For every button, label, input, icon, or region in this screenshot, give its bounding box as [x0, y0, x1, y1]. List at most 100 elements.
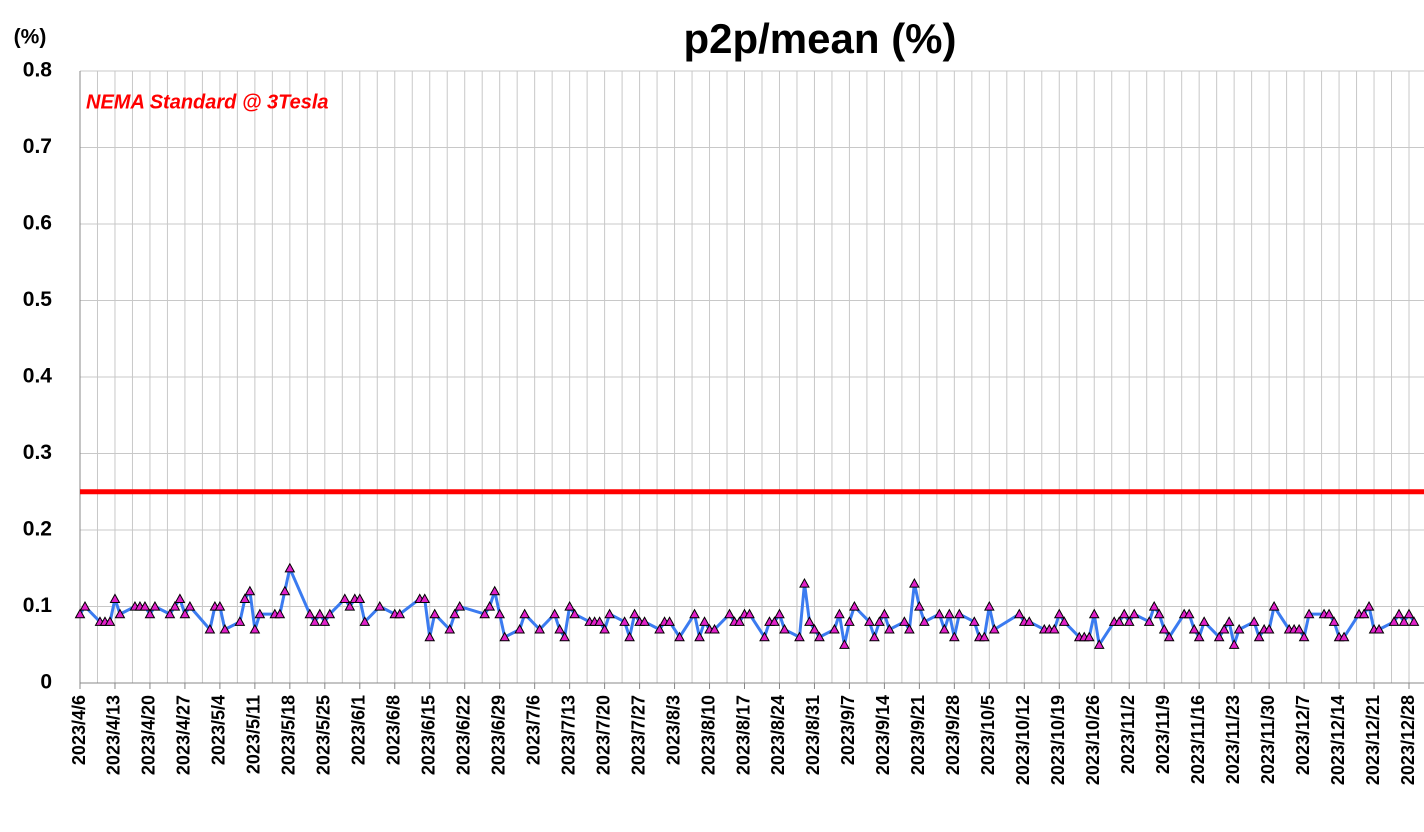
data-marker: [919, 616, 930, 626]
data-marker: [619, 616, 630, 626]
x-tick-label: 2023/9/14: [873, 695, 893, 775]
data-marker: [564, 600, 575, 611]
data-marker: [149, 600, 161, 611]
data-marker: [1303, 608, 1315, 619]
data-marker: [1123, 616, 1135, 626]
data-marker: [1248, 616, 1260, 626]
x-tick-label: 2023/8/3: [663, 695, 683, 765]
data-marker: [844, 616, 855, 626]
data-marker: [1158, 623, 1170, 634]
data-marker: [769, 616, 780, 626]
data-marker: [1218, 623, 1230, 634]
data-marker: [1373, 623, 1385, 634]
data-marker: [429, 608, 441, 619]
data-marker: [559, 631, 570, 642]
x-tick-label: 2023/8/17: [733, 695, 753, 775]
x-tick-label: 2023/6/8: [384, 695, 404, 765]
data-marker: [1083, 631, 1095, 642]
data-marker: [1198, 616, 1210, 626]
data-marker: [1163, 631, 1175, 642]
data-marker: [639, 616, 650, 626]
y-tick-label: 0.1: [23, 594, 53, 617]
data-marker: [489, 585, 501, 596]
data-marker: [304, 608, 316, 619]
data-marker: [814, 631, 825, 642]
x-tick-label: 2023/7/27: [628, 695, 648, 775]
data-marker: [1268, 600, 1280, 611]
data-marker: [114, 608, 126, 619]
data-marker: [144, 608, 156, 619]
x-tick-label: 2023/10/19: [1048, 695, 1068, 785]
data-marker: [1153, 608, 1165, 619]
x-tick-label: 2023/12/28: [1398, 695, 1418, 785]
data-marker: [234, 616, 246, 626]
x-tick-label: 2023/11/16: [1188, 695, 1208, 784]
x-tick-label: 2023/9/28: [943, 695, 963, 775]
data-marker: [444, 623, 456, 634]
x-tick-label: 2023/11/30: [1258, 695, 1278, 784]
x-tick-label: 2023/9/7: [838, 695, 858, 765]
x-tick-label: 2023/5/11: [244, 695, 264, 774]
data-marker: [744, 608, 755, 619]
data-marker: [1088, 608, 1100, 619]
x-tick-label: 2023/12/7: [1293, 695, 1313, 775]
data-marker: [809, 623, 820, 634]
data-marker: [779, 623, 790, 634]
y-tick-label: 0: [40, 671, 52, 694]
x-tick-label: 2023/7/20: [593, 695, 613, 775]
data-marker: [869, 631, 880, 642]
data-marker: [1213, 631, 1225, 642]
data-marker: [1298, 631, 1310, 642]
data-marker: [1228, 639, 1240, 649]
data-marker: [734, 616, 745, 626]
data-marker: [324, 608, 336, 619]
data-marker: [174, 593, 186, 603]
data-marker: [864, 616, 875, 626]
data-marker: [939, 623, 950, 634]
data-marker: [1143, 616, 1155, 626]
data-marker: [309, 616, 321, 626]
data-marker: [874, 616, 885, 626]
data-marker: [804, 616, 815, 626]
data-marker: [1058, 616, 1070, 626]
x-tick-label: 2023/4/13: [104, 695, 124, 775]
data-marker: [624, 631, 635, 642]
data-marker: [79, 600, 91, 611]
x-tick-label: 2023/4/20: [139, 695, 159, 775]
data-marker: [534, 623, 546, 634]
data-marker: [344, 600, 356, 611]
data-marker: [849, 600, 860, 611]
data-marker: [1128, 608, 1140, 619]
data-marker: [514, 623, 526, 634]
data-marker: [569, 608, 580, 619]
x-tick-label: 2023/10/26: [1083, 695, 1103, 785]
data-marker: [1013, 608, 1025, 619]
data-marker: [983, 600, 995, 611]
data-marker: [169, 600, 181, 611]
data-marker: [1188, 623, 1200, 634]
y-tick-label: 0.6: [23, 212, 52, 235]
data-marker: [1113, 616, 1125, 626]
data-marker: [239, 593, 251, 603]
data-marker: [339, 593, 351, 603]
data-marker: [74, 608, 86, 619]
data-marker: [279, 585, 291, 596]
data-marker: [724, 608, 735, 619]
data-marker: [394, 608, 406, 619]
chart-title: p2p/mean (%): [683, 15, 956, 62]
data-marker: [314, 608, 326, 619]
data-marker: [774, 608, 785, 619]
data-marker: [1293, 623, 1305, 634]
data-marker: [359, 616, 371, 626]
data-marker: [1398, 616, 1410, 626]
data-marker: [219, 623, 231, 634]
data-marker: [664, 616, 675, 626]
y-tick-label: 0.5: [23, 288, 53, 311]
data-marker: [1233, 623, 1245, 634]
data-marker: [1408, 616, 1420, 626]
y-tick-label: 0.7: [23, 135, 52, 158]
data-marker: [454, 600, 466, 611]
x-tick-label: 2023/12/21: [1363, 695, 1383, 785]
y-axis-label: (%): [14, 26, 47, 49]
data-marker: [214, 600, 226, 611]
